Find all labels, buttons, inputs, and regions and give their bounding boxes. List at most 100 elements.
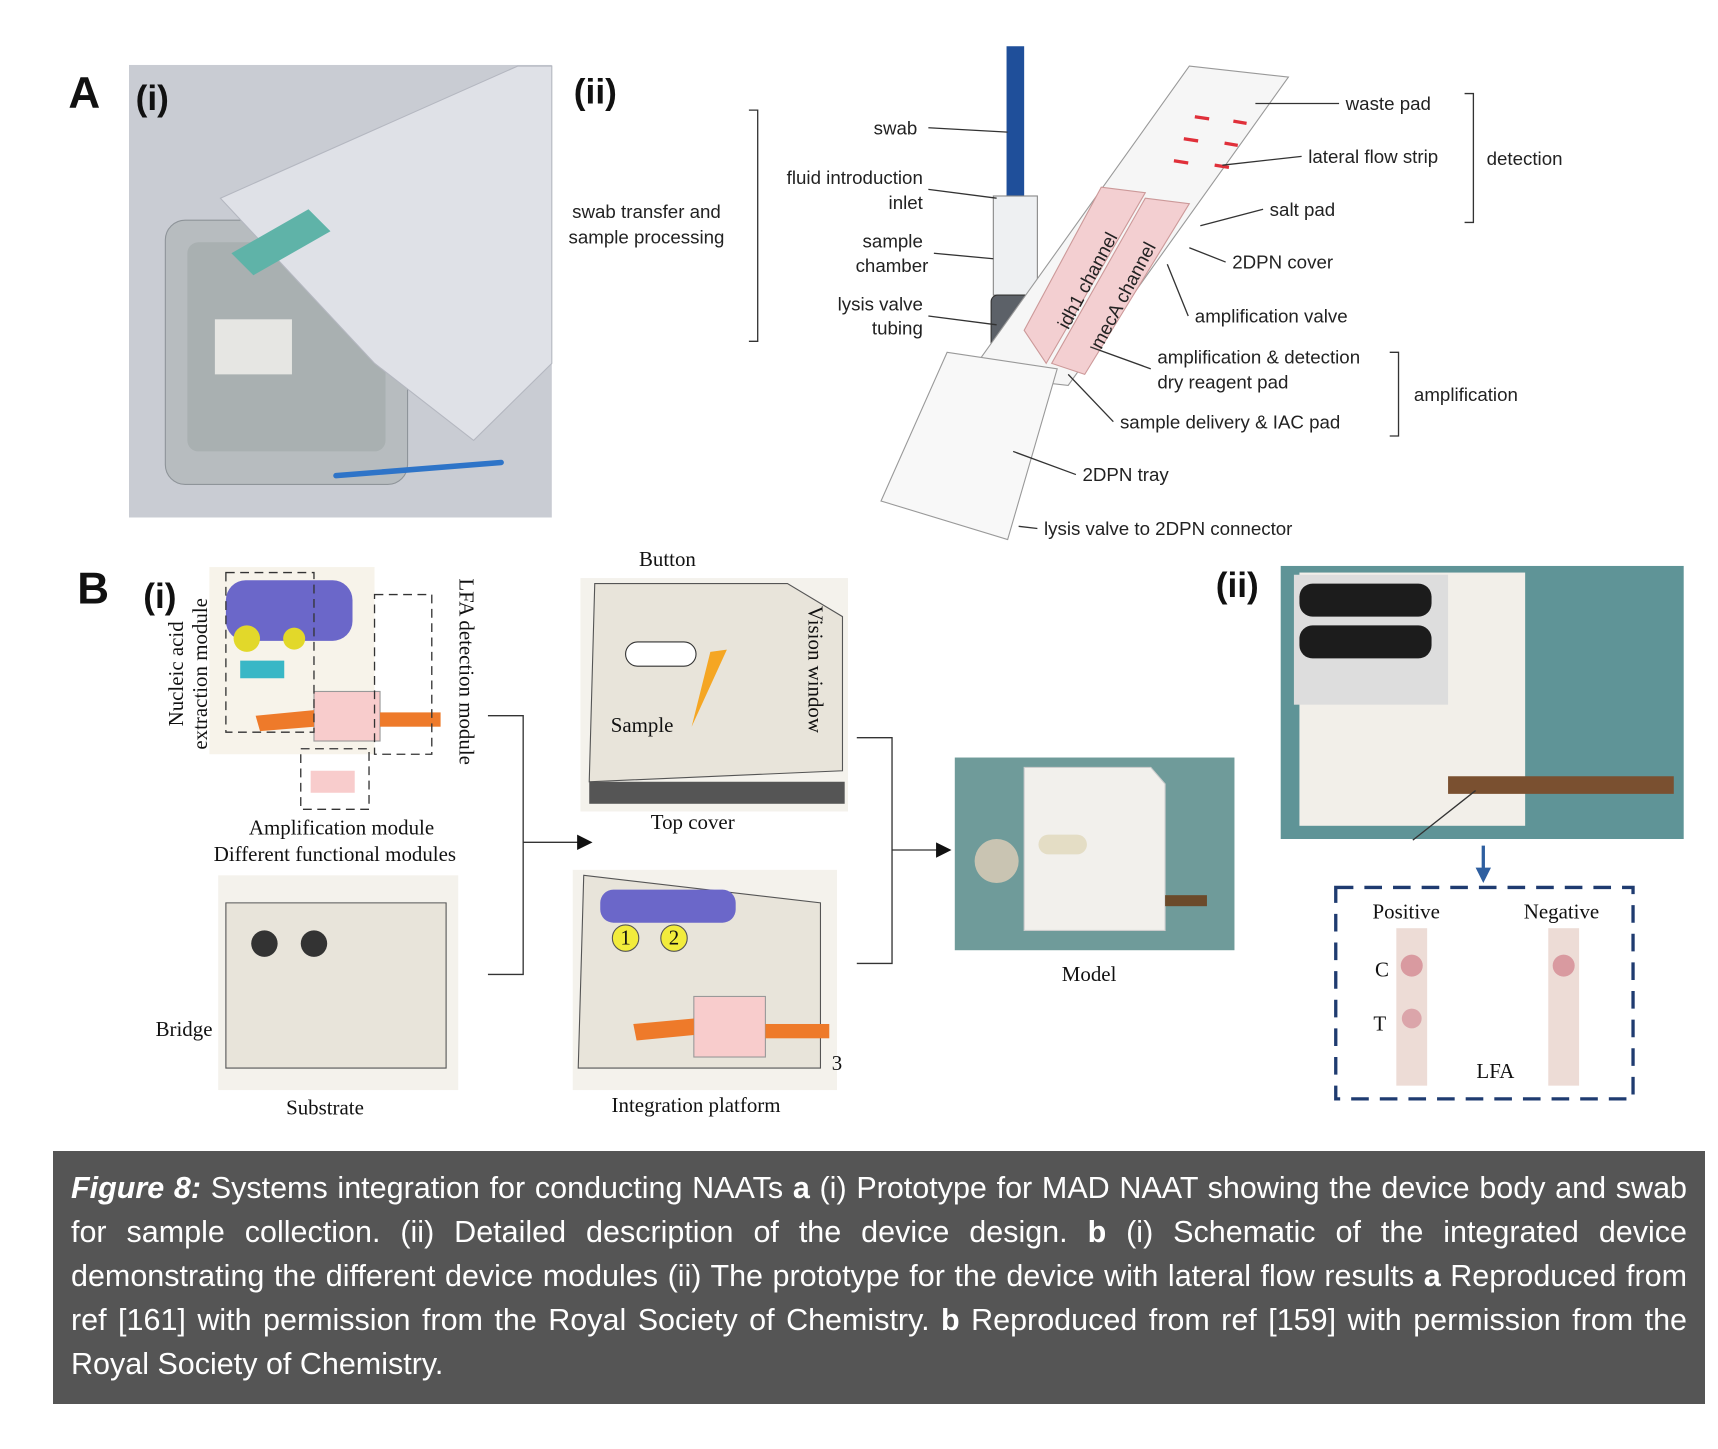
shape — [577, 834, 593, 851]
shape — [300, 748, 370, 810]
label: Sample — [611, 713, 674, 737]
label: detection — [1487, 148, 1563, 169]
caption-bold: a — [792, 1171, 810, 1205]
label: T — [1373, 1012, 1386, 1036]
label: Negative — [1524, 899, 1599, 923]
label: Bridge — [156, 1017, 213, 1041]
photo-b-ii — [1280, 565, 1684, 1101]
shape — [225, 580, 353, 641]
shape — [1448, 776, 1674, 794]
label: A — [68, 69, 100, 118]
label: Button — [639, 547, 696, 571]
label: lysis valve to 2DPN connector — [1044, 518, 1292, 539]
label: Nucleic acid — [164, 621, 188, 727]
shape — [251, 930, 278, 957]
shape — [225, 571, 315, 733]
shape — [1396, 928, 1428, 1086]
shape — [1464, 92, 1475, 224]
caption: Figure 8: Systems integration for conduc… — [53, 1151, 1705, 1404]
shape — [1400, 954, 1423, 977]
shape — [283, 627, 306, 650]
shape — [856, 737, 893, 965]
label: LFA — [1476, 1059, 1514, 1083]
schematic-a-ii — [748, 46, 1475, 541]
shape — [1018, 525, 1038, 530]
b-labels: B (i) (ii) Nucleic acid extraction modul… — [77, 547, 1599, 1119]
shape — [765, 1023, 830, 1039]
label: (i) — [143, 577, 176, 616]
shape — [1165, 895, 1207, 907]
label: (ii) — [1216, 566, 1259, 605]
caption-text: Reproduced from ref [159] with permissio… — [71, 1303, 1687, 1381]
shape — [219, 65, 553, 442]
shape — [380, 712, 441, 727]
shape — [1214, 163, 1230, 169]
shape — [1183, 137, 1199, 143]
shape — [310, 770, 355, 793]
label: Vision window — [803, 606, 827, 733]
shape — [1224, 141, 1239, 147]
caption-bold: b — [941, 1303, 960, 1337]
shape — [1173, 115, 1247, 169]
shape — [1023, 766, 1166, 931]
shape — [589, 781, 845, 804]
shape — [1173, 159, 1189, 165]
label: 2DPN tray — [1083, 464, 1170, 485]
label: lysis valve — [838, 294, 923, 315]
label: Substrate — [286, 1095, 364, 1119]
label: dry reagent pad — [1157, 372, 1288, 393]
label: fluid introduction — [787, 167, 923, 188]
shape — [1299, 625, 1432, 659]
label: amplification — [1414, 384, 1518, 405]
label: sample delivery & IAC pad — [1120, 411, 1340, 432]
label: salt pad — [1270, 199, 1336, 220]
shape — [633, 1018, 694, 1041]
shape — [1200, 208, 1264, 227]
label: 2DPN cover — [1232, 252, 1333, 273]
label: LFA detection module — [454, 578, 478, 765]
drawings-b-i — [209, 567, 1235, 1091]
shape — [214, 319, 292, 375]
shape — [487, 715, 524, 976]
shape — [1189, 247, 1226, 263]
shape — [660, 924, 688, 952]
shape — [1222, 155, 1302, 166]
label: amplification valve — [1195, 306, 1348, 327]
label: B — [77, 564, 109, 613]
shape — [255, 710, 314, 732]
shape — [1552, 954, 1575, 977]
label: swab transfer and — [572, 201, 721, 222]
shape — [240, 660, 285, 679]
label: C — [1375, 958, 1389, 982]
label: 3 — [832, 1051, 842, 1075]
label: inlet — [889, 192, 924, 213]
shape — [1401, 1008, 1422, 1029]
shape — [928, 315, 997, 326]
shape — [1067, 373, 1114, 423]
shape — [1089, 346, 1152, 370]
shape — [1166, 264, 1189, 317]
shape — [373, 593, 433, 755]
shape — [1012, 450, 1077, 476]
shape — [936, 842, 952, 858]
shape — [1233, 119, 1247, 125]
shape — [231, 209, 331, 276]
shape — [233, 625, 261, 652]
label: Different functional modules — [214, 842, 456, 866]
shape — [1038, 834, 1087, 855]
label: (ii) — [574, 72, 617, 111]
shape — [1194, 115, 1210, 121]
shape — [1299, 583, 1432, 617]
shape — [1412, 790, 1477, 841]
label: sample processing — [569, 226, 725, 247]
shape — [600, 889, 736, 923]
label: chamber — [856, 255, 929, 276]
shape — [1475, 867, 1492, 884]
shape — [992, 195, 1038, 296]
label: Positive — [1373, 899, 1440, 923]
label: (i) — [136, 79, 169, 118]
shape — [1334, 885, 1635, 1101]
label: Amplification module — [249, 816, 434, 840]
label: amplification & detection — [1157, 346, 1360, 367]
